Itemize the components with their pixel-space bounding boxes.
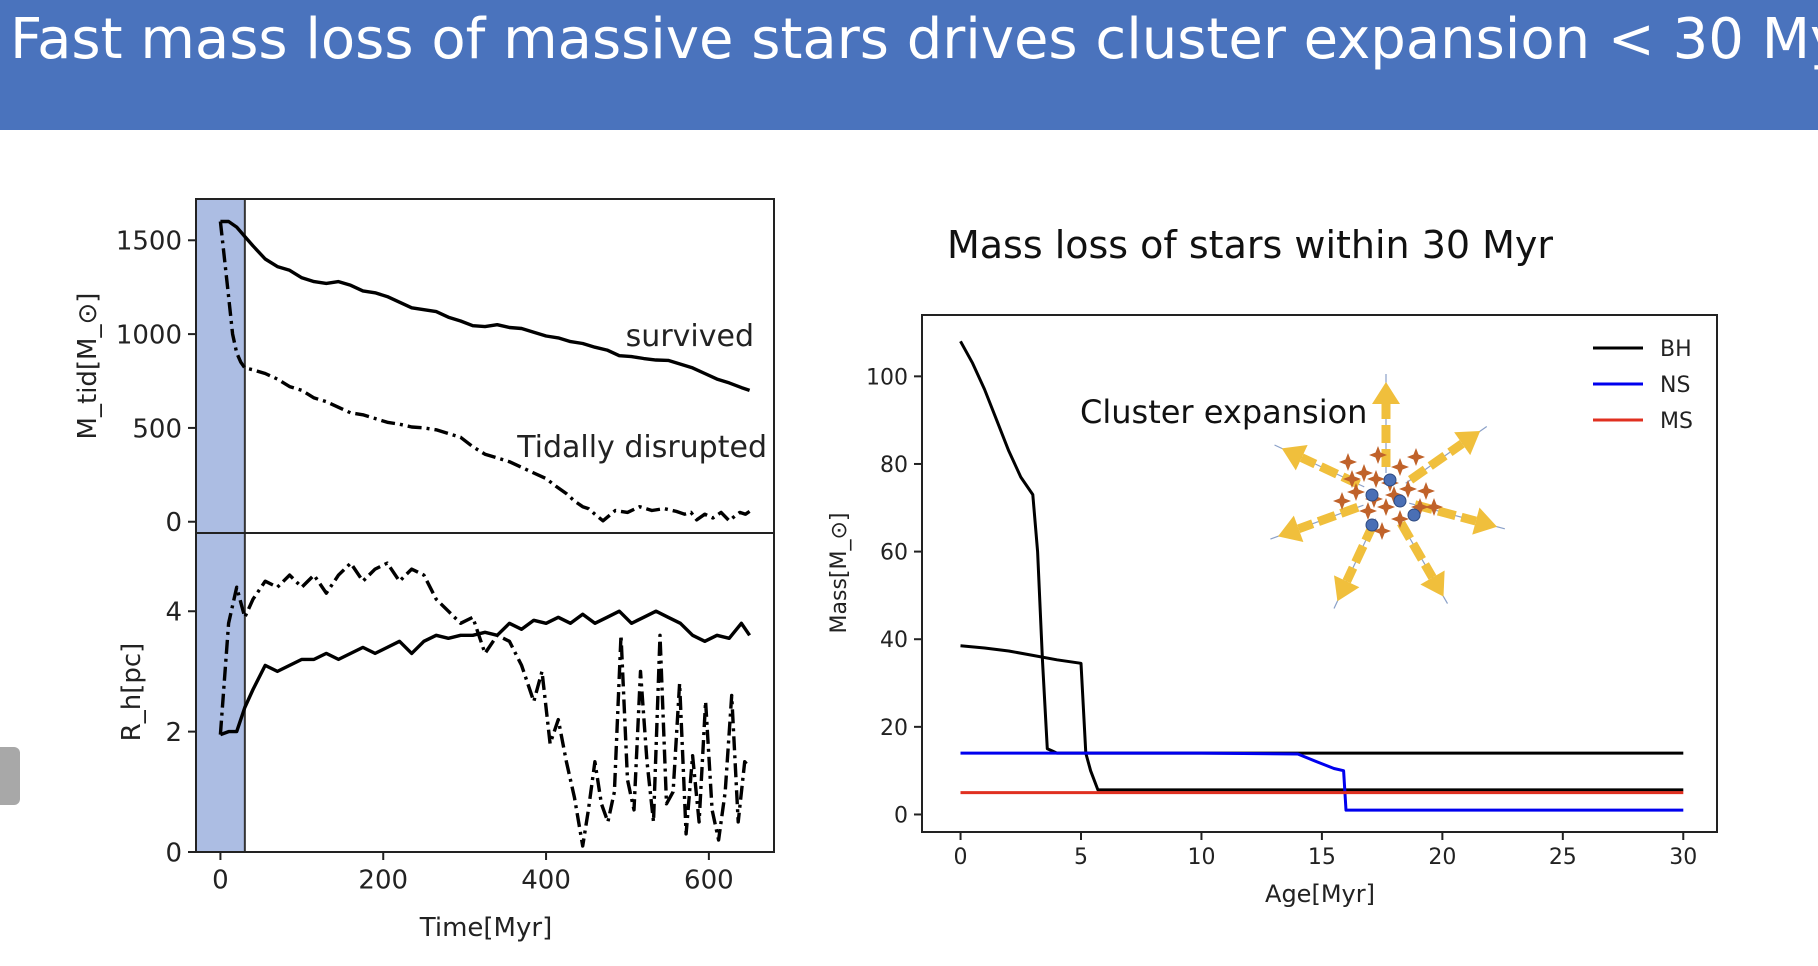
slide-title: Fast mass loss of massive stars drives c… <box>10 7 1818 72</box>
cluster-star-marker <box>1377 498 1395 516</box>
cluster-star-marker <box>1347 483 1365 501</box>
cluster-star-marker <box>1391 458 1409 476</box>
legend-label: MS <box>1660 409 1693 434</box>
x-axis-label: Time[Myr] <box>419 913 552 943</box>
y-tick-label: 500 <box>132 414 182 444</box>
cluster-star-marker <box>1407 448 1425 466</box>
x-tick-label: 15 <box>1308 845 1336 870</box>
scroll-handle[interactable] <box>0 747 20 805</box>
x-tick-label: 10 <box>1187 845 1215 870</box>
cluster-star-marker <box>1343 470 1361 488</box>
expansion-arrowhead <box>1277 515 1304 542</box>
cluster-remnant-dot <box>1393 494 1407 508</box>
inset-label: Cluster expansion <box>1080 393 1367 431</box>
y-tick-label: 40 <box>880 628 908 653</box>
cluster-remnant-dot <box>1407 508 1421 522</box>
cluster-star-marker <box>1391 510 1409 528</box>
y-axis-label: R_h[pc] <box>117 643 147 742</box>
series-line-tidally-disrupted <box>218 221 751 523</box>
y-tick-label: 100 <box>866 365 908 390</box>
x-tick-label: 400 <box>521 866 571 896</box>
x-tick-label: 20 <box>1428 845 1456 870</box>
x-tick-label: 25 <box>1549 845 1577 870</box>
shaded-region <box>196 533 245 852</box>
shaded-region <box>196 199 245 533</box>
title-bar: Fast mass loss of massive stars drives c… <box>0 0 1818 130</box>
y-axis-label: M_tid[M_⊙] <box>73 293 103 440</box>
annotation-survived: survived <box>626 319 754 354</box>
axes-frame <box>195 532 775 853</box>
expansion-arrow-shaft <box>1342 522 1378 584</box>
cluster-remnant-dot <box>1383 473 1397 487</box>
y-tick-label: 60 <box>880 541 908 566</box>
x-axis-label: Age[Myr] <box>1265 880 1375 908</box>
expansion-arrowhead <box>1281 445 1308 471</box>
axes-frame <box>921 314 1718 833</box>
y-tick-label: 1500 <box>116 227 182 257</box>
y-tick-label: 0 <box>894 803 908 828</box>
legend-label: NS <box>1660 373 1690 398</box>
y-tick-label: 20 <box>880 716 908 741</box>
y-tick-label: 0 <box>165 508 182 538</box>
y-tick-label: 1000 <box>116 320 182 350</box>
annotation-tidally-disrupted: Tidally disrupted <box>516 430 767 465</box>
series-line-survived <box>220 219 751 393</box>
expansion-arrowhead <box>1420 570 1445 597</box>
cluster-star-marker <box>1425 498 1443 516</box>
series-line-survived <box>219 609 752 737</box>
series-line-ns <box>960 751 1684 812</box>
chart-title: Mass loss of stars within 30 Myr <box>947 223 1553 267</box>
cluster-star-marker <box>1417 482 1435 500</box>
expansion-arrowhead <box>1334 575 1360 602</box>
cluster-star-marker <box>1385 486 1403 504</box>
x-tick-label: 0 <box>212 866 229 896</box>
series-line-bh <box>960 644 1684 792</box>
cluster-star-marker <box>1367 470 1385 488</box>
x-tick-label: 600 <box>684 866 734 896</box>
cluster-remnant-dot <box>1365 488 1379 502</box>
cluster-star-marker <box>1411 498 1429 516</box>
cluster-star-marker <box>1339 453 1357 471</box>
y-tick-label: 4 <box>165 598 182 628</box>
cluster-star-marker <box>1355 464 1373 482</box>
cluster-remnant-dot <box>1365 518 1379 532</box>
cluster-star-marker <box>1399 480 1417 498</box>
y-axis-label: Mass[M_⊙] <box>827 513 852 634</box>
legend-label: BH <box>1660 337 1692 362</box>
expansion-arrowhead <box>1372 382 1400 404</box>
expansion-arrow-shaft <box>1407 439 1465 484</box>
x-tick-label: 200 <box>358 866 408 896</box>
cluster-star-marker <box>1373 522 1391 540</box>
expansion-arrow-shaft <box>1397 520 1437 580</box>
x-tick-label: 5 <box>1074 845 1088 870</box>
x-tick-label: 0 <box>954 845 968 870</box>
x-tick-label: 30 <box>1669 845 1697 870</box>
series-line-tidally-disrupted <box>218 561 751 848</box>
y-tick-label: 0 <box>165 838 182 868</box>
cluster-star-marker <box>1333 492 1351 510</box>
y-tick-label: 80 <box>880 453 908 478</box>
cluster-star-marker <box>1359 502 1377 520</box>
y-tick-label: 2 <box>165 718 182 748</box>
expansion-arrow-shaft <box>1297 503 1360 534</box>
cluster-star-marker <box>1369 446 1387 464</box>
expansion-arrowhead <box>1472 507 1498 535</box>
expansion-arrowhead <box>1454 431 1481 456</box>
